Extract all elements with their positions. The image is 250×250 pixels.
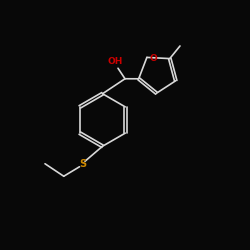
- Text: S: S: [79, 159, 86, 169]
- Text: OH: OH: [108, 57, 123, 66]
- Text: O: O: [150, 54, 158, 63]
